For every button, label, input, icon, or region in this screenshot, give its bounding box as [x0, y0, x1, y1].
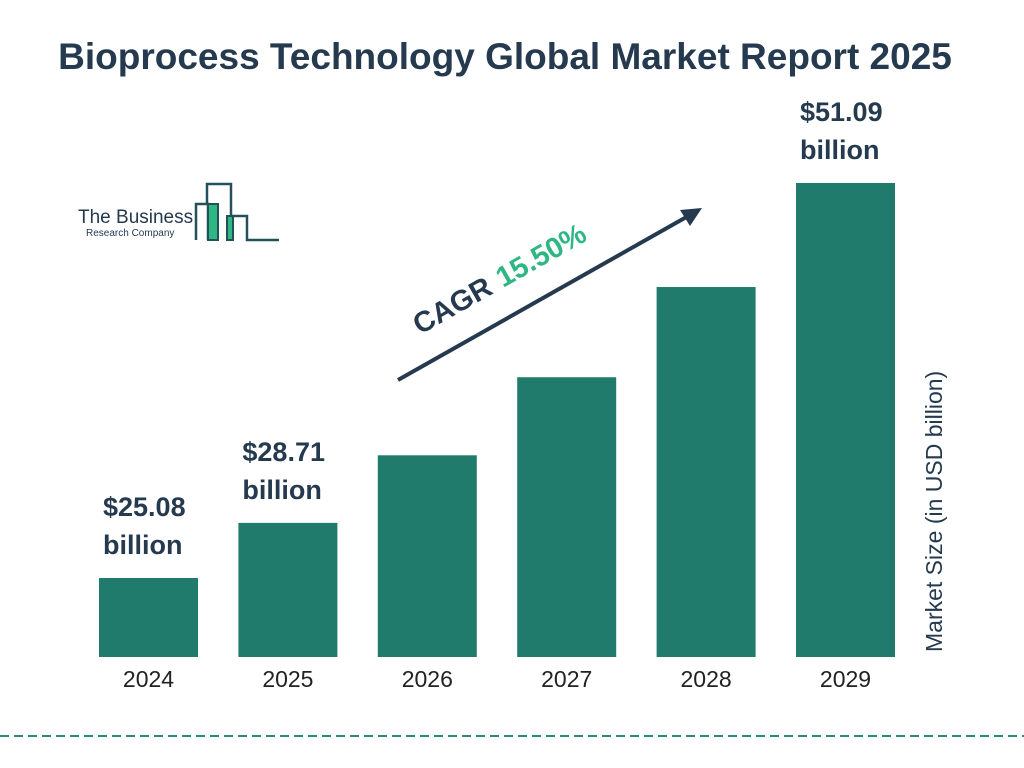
data-label-value: $51.09	[800, 97, 883, 127]
arrow-head-icon	[680, 208, 702, 226]
bar-2029	[796, 183, 895, 657]
logo-line1: The Business	[78, 207, 193, 228]
data-label-unit: billion	[800, 135, 879, 165]
chart-title: Bioprocess Technology Global Market Repo…	[58, 36, 952, 77]
x-tick-label: 2026	[402, 666, 453, 692]
x-tick-label: 2028	[681, 666, 732, 692]
logo: The Business Research Company	[78, 182, 279, 242]
logo-line2: Research Company	[86, 228, 174, 239]
data-label-unit: billion	[103, 530, 182, 560]
bar-2025	[238, 522, 338, 657]
bar-2027	[517, 377, 617, 657]
data-label-value: $28.71	[242, 437, 325, 467]
x-tick-label: 2027	[541, 666, 592, 692]
cagr-arrow	[397, 213, 691, 382]
y-axis-label: Market Size (in USD billion)	[921, 371, 947, 652]
bar-2028	[656, 287, 756, 657]
bar-2026	[377, 455, 477, 657]
cagr-annotation: CAGR15.50%	[397, 208, 702, 382]
bar-2024	[99, 578, 198, 657]
x-tick-label: 2024	[123, 666, 174, 692]
x-tick-label: 2025	[262, 666, 313, 692]
data-label-value: $25.08	[103, 492, 186, 522]
data-label-unit: billion	[242, 475, 321, 505]
x-tick-label: 2029	[820, 666, 871, 692]
